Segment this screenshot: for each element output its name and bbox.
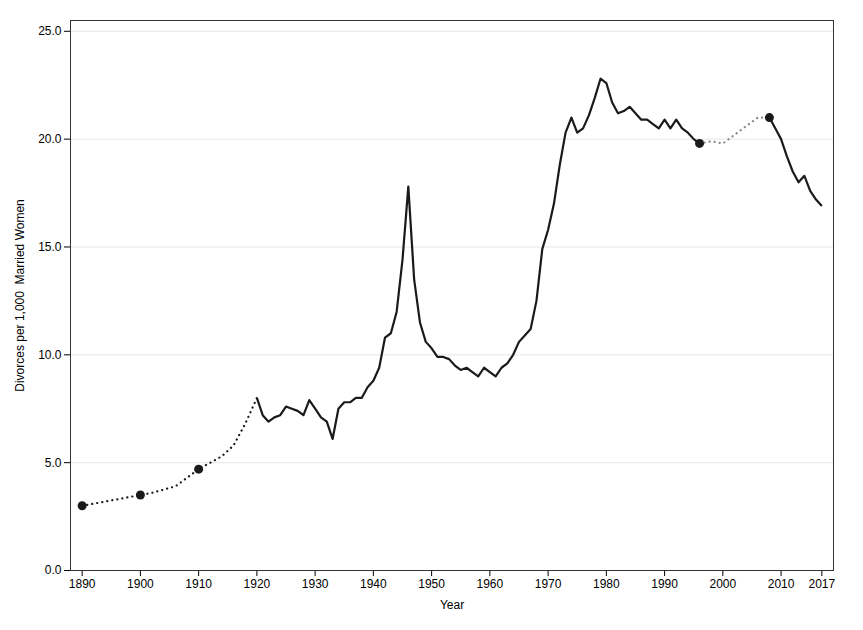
svg-text:20.0: 20.0 <box>38 132 62 146</box>
svg-text:1910: 1910 <box>185 577 212 591</box>
svg-text:1930: 1930 <box>302 577 329 591</box>
svg-text:Divorces per 1,000 Married Wo: Divorces per 1,000 Married Women <box>13 199 27 392</box>
svg-text:1990: 1990 <box>651 577 678 591</box>
svg-text:2010: 2010 <box>768 577 795 591</box>
svg-text:5.0: 5.0 <box>45 455 62 469</box>
svg-text:0.0: 0.0 <box>45 563 62 577</box>
svg-text:1950: 1950 <box>418 577 445 591</box>
svg-text:2000: 2000 <box>709 577 736 591</box>
svg-text:1960: 1960 <box>477 577 504 591</box>
svg-text:Year: Year <box>440 598 464 612</box>
svg-text:15.0: 15.0 <box>38 240 62 254</box>
svg-text:1940: 1940 <box>360 577 387 591</box>
svg-text:1920: 1920 <box>244 577 271 591</box>
svg-text:1970: 1970 <box>535 577 562 591</box>
svg-text:25.0: 25.0 <box>38 24 62 38</box>
svg-text:1900: 1900 <box>127 577 154 591</box>
svg-text:1890: 1890 <box>69 577 96 591</box>
svg-text:1980: 1980 <box>593 577 620 591</box>
svg-text:10.0: 10.0 <box>38 348 62 362</box>
svg-text:2017: 2017 <box>808 577 835 591</box>
